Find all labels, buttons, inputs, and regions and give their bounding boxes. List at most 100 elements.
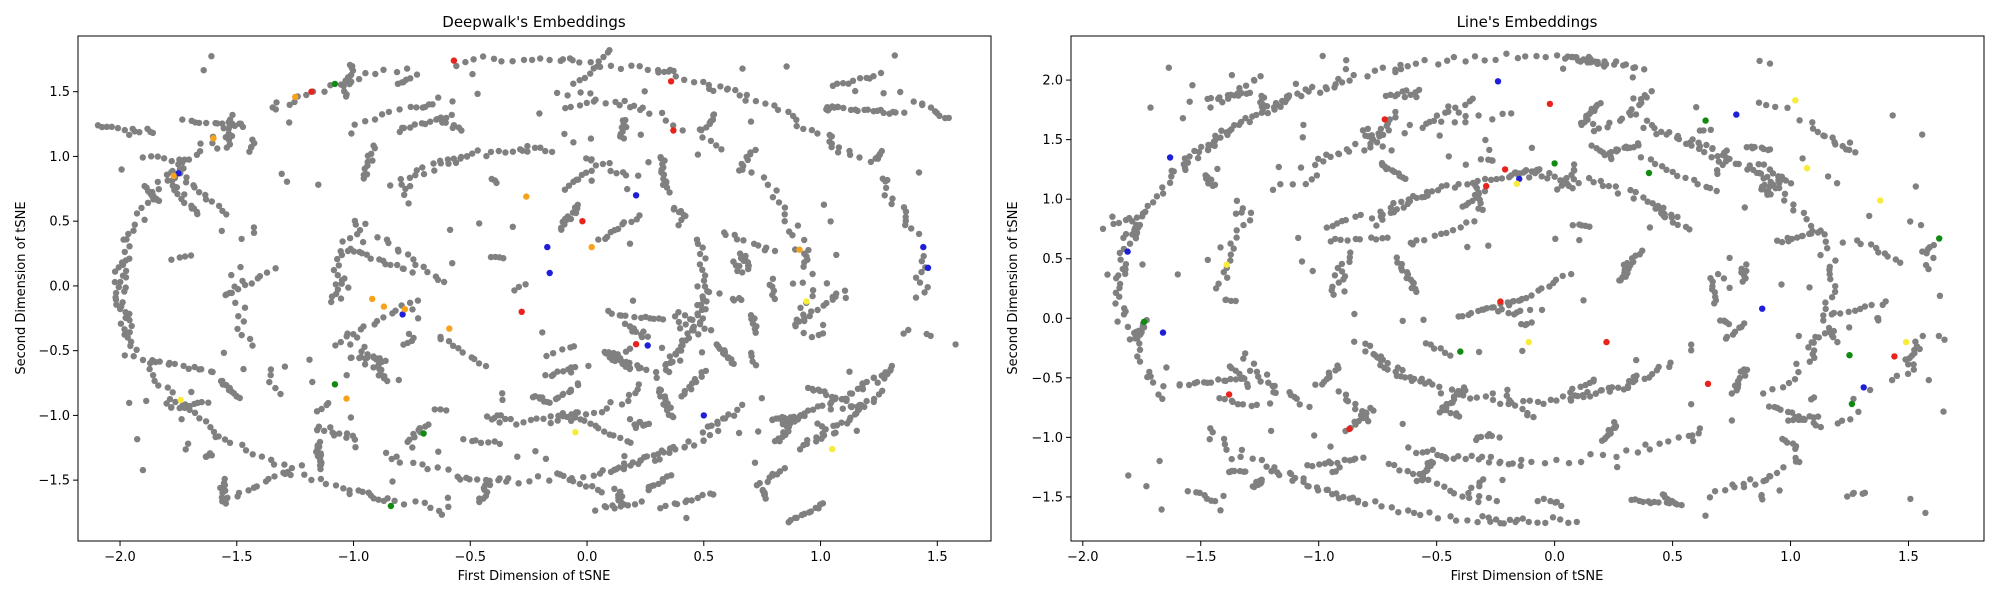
x-tick-label: −1.5: [1185, 550, 1217, 565]
embedding-point: [111, 278, 119, 286]
embedding-point: [1674, 172, 1681, 180]
embedding-point: [347, 414, 355, 421]
embedding-point: [437, 333, 444, 341]
embedding-point: [638, 498, 645, 505]
embedding-point: [1194, 154, 1202, 162]
embedding-point: [1585, 174, 1593, 182]
embedding-point: [491, 438, 498, 445]
embedding-point: [870, 398, 877, 406]
embedding-point: [742, 97, 749, 104]
embedding-point: [1433, 480, 1441, 487]
embedding-point: [1695, 430, 1702, 437]
embedding-point: [1442, 406, 1450, 414]
embedding-point: [1431, 232, 1439, 239]
embedding-point: [1669, 168, 1676, 176]
embedding-point: [1265, 379, 1272, 386]
embedding-point: [1614, 463, 1621, 471]
embedding-point: [1847, 416, 1854, 423]
embedding-point: [814, 130, 821, 137]
embedding-point: [1821, 132, 1828, 140]
embedding-point: [755, 428, 762, 435]
embedding-point: [1220, 492, 1227, 500]
embedding-point: [658, 109, 666, 117]
embedding-point: [1316, 461, 1323, 468]
embedding-point: [1297, 164, 1305, 171]
embedding-point: [764, 478, 771, 486]
embedding-point: [1689, 437, 1697, 445]
embedding-point: [583, 155, 590, 162]
embedding-point: [1450, 455, 1457, 462]
embedding-point: [1466, 494, 1473, 502]
embedding-point: [1110, 220, 1117, 228]
embedding-point: [1259, 105, 1267, 113]
embedding-point: [200, 67, 207, 74]
embedding-point: [359, 488, 366, 495]
embedding-point: [1534, 398, 1542, 406]
embedding-point: [126, 399, 133, 407]
embedding-point: [1114, 318, 1121, 325]
embedding-point: [677, 207, 685, 215]
embedding-point: [1248, 402, 1255, 410]
embedding-point: [169, 389, 176, 396]
embedding-point: [622, 116, 629, 124]
embedding-point: [1553, 52, 1561, 59]
embedding-point: [1854, 237, 1861, 244]
embedding-point: [407, 103, 414, 111]
embedding-point: [1565, 459, 1573, 467]
embedding-point: [1378, 503, 1385, 510]
embedding-point: [1428, 188, 1436, 195]
embedding-point: [413, 104, 420, 111]
embedding-point: [637, 131, 644, 138]
embedding-point: [1731, 484, 1738, 491]
embedding-point: [1104, 271, 1111, 278]
embedding-point: [1355, 417, 1363, 425]
embedding-point: [121, 126, 128, 134]
embedding-point: [1217, 507, 1224, 514]
embedding-point: [1475, 498, 1482, 506]
embedding-point: [176, 156, 183, 163]
embedding-point: [1329, 222, 1336, 230]
embedding-point: [1508, 110, 1515, 117]
embedding-point: [1625, 377, 1633, 385]
embedding-point: [1726, 284, 1733, 291]
embedding-point: [1668, 214, 1676, 221]
embedding-point: [1795, 416, 1802, 423]
highlighted-point-orange: [170, 172, 177, 179]
embedding-point: [218, 227, 225, 235]
embedding-point: [797, 412, 804, 420]
embedding-point: [595, 236, 602, 243]
embedding-point: [1475, 456, 1483, 463]
embedding-point: [1143, 483, 1150, 490]
embedding-point: [1846, 146, 1853, 154]
highlighted-point-red: [632, 341, 640, 348]
embedding-point: [1616, 277, 1623, 284]
embedding-point: [827, 406, 834, 413]
embedding-point: [789, 280, 797, 287]
embedding-point: [1302, 180, 1310, 188]
embedding-point: [1766, 60, 1774, 67]
embedding-point: [407, 124, 414, 131]
embedding-point: [626, 365, 633, 373]
embedding-point: [1784, 439, 1791, 446]
embedding-point: [689, 325, 696, 332]
embedding-point: [246, 335, 254, 343]
embedding-point: [422, 423, 429, 430]
embedding-point: [1526, 397, 1534, 404]
embedding-point: [117, 320, 125, 327]
embedding-point: [348, 130, 355, 137]
embedding-point: [918, 258, 925, 265]
embedding-point: [1673, 501, 1681, 508]
embedding-point: [431, 167, 438, 174]
embedding-point: [1565, 519, 1572, 526]
y-tick-label: −1.0: [38, 409, 70, 424]
embedding-point: [208, 53, 215, 60]
embedding-point: [1812, 333, 1819, 341]
embedding-point: [1419, 475, 1427, 482]
embedding-point: [1401, 93, 1409, 101]
embedding-point: [1632, 188, 1639, 196]
embedding-point: [801, 315, 808, 322]
embedding-point: [598, 409, 606, 416]
embedding-point: [577, 89, 584, 96]
embedding-point: [800, 125, 807, 133]
embedding-point: [1133, 332, 1140, 339]
